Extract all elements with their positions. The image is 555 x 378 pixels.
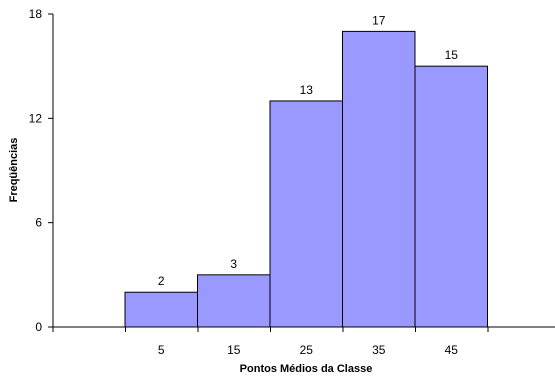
y-axis-title: Freqüências	[8, 138, 20, 203]
x-axis-title: Pontos Médios da Classe	[240, 363, 373, 375]
y-tick-label: 18	[29, 7, 43, 21]
bar-data-label: 15	[445, 48, 459, 62]
x-category-label: 45	[445, 343, 459, 357]
y-tick-label: 0	[35, 320, 42, 334]
x-category-label: 5	[158, 343, 165, 357]
y-tick-label: 6	[35, 216, 42, 230]
bar-data-label: 13	[300, 83, 314, 97]
bar	[269, 100, 343, 328]
data-labels-group: 2 3 13 17 15	[158, 13, 458, 288]
bar	[124, 291, 198, 328]
bar	[197, 274, 271, 328]
y-ticks-group: 0 6 12 18	[29, 7, 53, 334]
bar	[414, 65, 488, 328]
bar-data-label: 3	[230, 257, 237, 271]
x-category-label: 25	[300, 343, 314, 357]
x-ticks-group: 5 15 25 35 45	[52, 327, 489, 357]
x-category-label: 15	[227, 343, 241, 357]
x-category-label: 35	[372, 343, 386, 357]
bars-group	[124, 30, 488, 328]
bar-data-label: 17	[372, 13, 386, 27]
bar-data-label: 2	[158, 274, 165, 288]
y-tick-label: 12	[29, 111, 43, 125]
bar	[342, 30, 416, 328]
